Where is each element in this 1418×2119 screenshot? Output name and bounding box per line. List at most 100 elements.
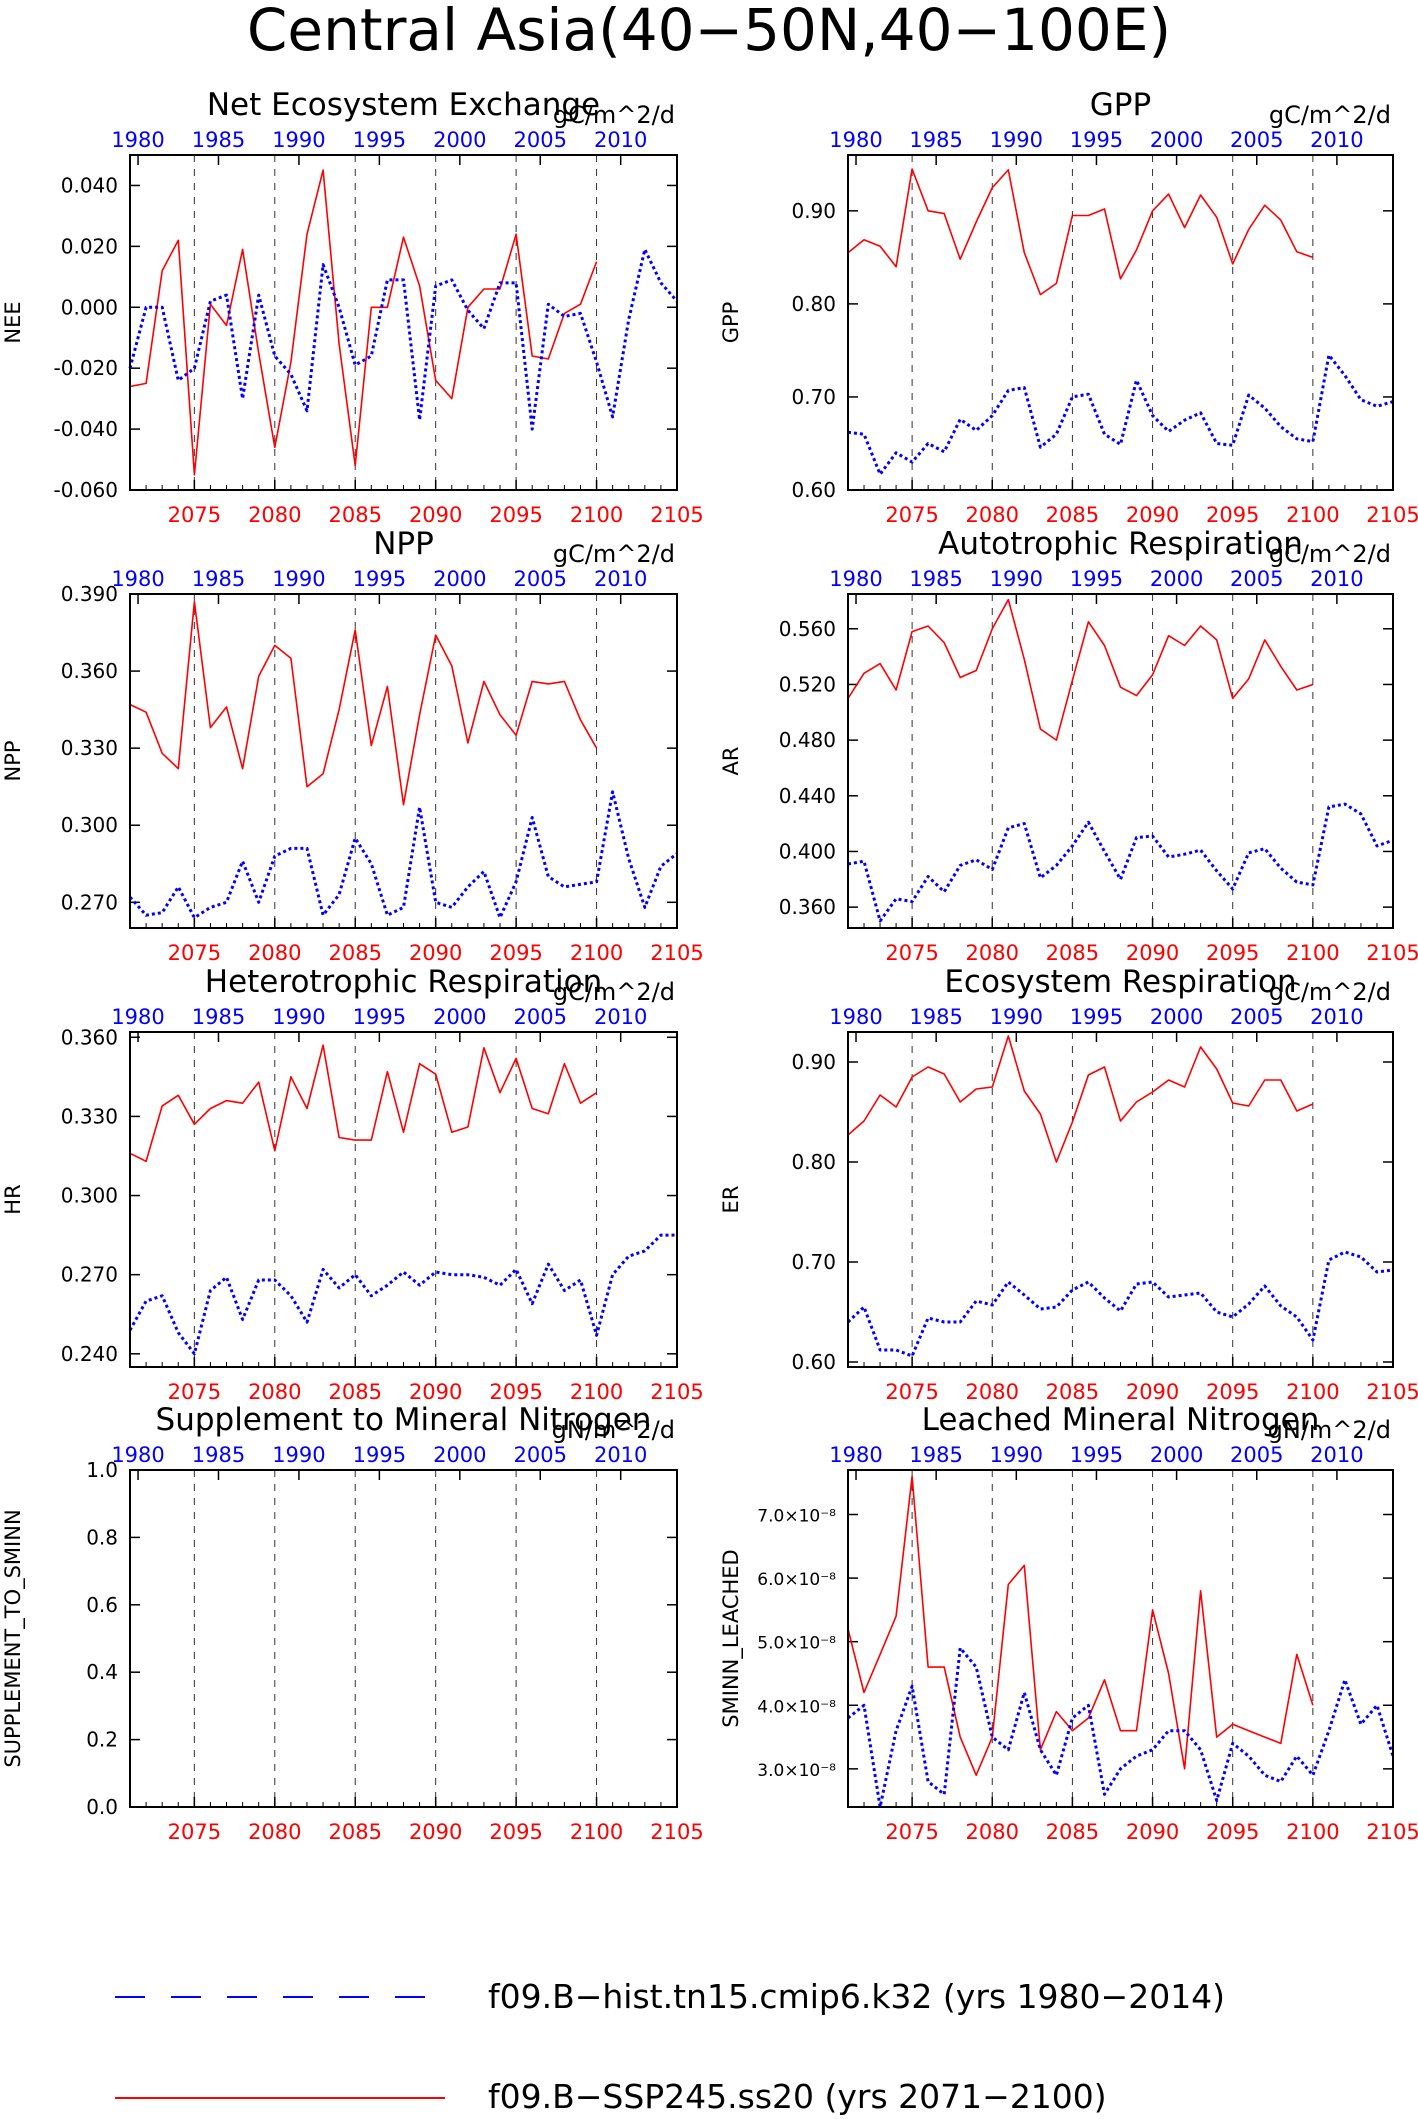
y-axis-label: HR <box>1 1184 25 1214</box>
y-tick-label: 0.480 <box>779 728 836 752</box>
x-tick-label: 2095 <box>1206 1380 1259 1404</box>
x-top-tick-label: 1995 <box>353 1443 406 1467</box>
y-tick-label: 0.90 <box>791 199 836 223</box>
plot-frame <box>129 1469 678 1808</box>
x-tick-label: 2095 <box>489 1820 542 1844</box>
x-tick-label: 2095 <box>489 1380 542 1404</box>
x-top-tick-label: 1995 <box>1070 567 1123 591</box>
x-top-tick-label: 1990 <box>990 128 1043 152</box>
x-tick-label: 2105 <box>650 941 703 965</box>
x-top-tick-label: 2005 <box>514 1443 567 1467</box>
x-tick-label: 2075 <box>168 1820 221 1844</box>
x-top-tick-label: 1980 <box>829 1005 882 1029</box>
y-tick-label: 0.520 <box>779 672 836 696</box>
units-label: gC/m^2/d <box>1269 101 1391 129</box>
x-tick-label: 2075 <box>885 941 938 965</box>
y-tick-label: 0.330 <box>61 736 118 760</box>
x-tick-label: 2080 <box>966 503 1019 527</box>
x-tick-label: 2075 <box>168 503 221 527</box>
x-top-tick-label: 1985 <box>192 128 245 152</box>
x-top-tick-label: 1995 <box>1070 128 1123 152</box>
x-top-tick-label: 2000 <box>433 567 486 591</box>
x-top-tick-label: 1990 <box>272 128 325 152</box>
y-tick-label: -0.020 <box>54 356 118 380</box>
x-top-tick-label: 2010 <box>1310 1005 1363 1029</box>
x-top-tick-label: 2005 <box>1230 1443 1283 1467</box>
x-top-tick-label: 2000 <box>1150 567 1203 591</box>
series-hist-line <box>128 790 678 920</box>
x-tick-label: 2105 <box>650 503 703 527</box>
y-axis-label: AR <box>719 747 743 776</box>
y-tick-label: 0.70 <box>791 385 836 409</box>
x-top-tick-label: 1985 <box>909 1443 962 1467</box>
plot-frame <box>847 593 1394 929</box>
y-tick-label: 3.0×10⁻⁸ <box>757 1761 836 1781</box>
x-tick-label: 2100 <box>570 1820 623 1844</box>
x-top-tick-label: 2000 <box>1150 128 1203 152</box>
plot-frame <box>129 154 678 491</box>
series-ssp-line <box>129 1044 598 1163</box>
x-tick-label: 2080 <box>966 941 1019 965</box>
chart-title: Ecosystem Respiration <box>944 964 1296 1000</box>
x-tick-label: 2100 <box>1286 941 1339 965</box>
y-tick-label: 0.560 <box>779 617 836 641</box>
x-tick-label: 2085 <box>1046 503 1099 527</box>
y-tick-label: 0.330 <box>61 1104 118 1128</box>
y-tick-label: 0.360 <box>779 895 836 919</box>
plot-frame <box>847 154 1394 491</box>
x-tick-label: 2095 <box>1206 1820 1259 1844</box>
x-tick-label: 2100 <box>1286 1820 1339 1844</box>
y-tick-label: 0.440 <box>779 784 836 808</box>
page-title: Central Asia(40−50N,40−100E) <box>247 0 1171 64</box>
x-top-tick-label: 1995 <box>1070 1443 1123 1467</box>
x-top-tick-label: 1990 <box>272 567 325 591</box>
x-top-tick-label: 1990 <box>990 1005 1043 1029</box>
plot-frame <box>129 593 678 929</box>
y-tick-label: 0.60 <box>791 1350 836 1374</box>
chart-panel: Supplement to Mineral NitrogengN/m^2/d20… <box>1 1402 704 1844</box>
y-tick-label: 5.0×10⁻⁸ <box>757 1634 836 1654</box>
x-top-tick-label: 2005 <box>514 1005 567 1029</box>
x-top-tick-label: 1980 <box>829 128 882 152</box>
series-hist-line <box>847 353 1394 476</box>
y-tick-label: 0.360 <box>61 659 118 683</box>
x-tick-label: 2080 <box>248 1380 301 1404</box>
x-top-tick-label: 1980 <box>111 128 164 152</box>
y-tick-label: 0.60 <box>791 478 836 502</box>
x-tick-label: 2080 <box>966 1380 1019 1404</box>
x-tick-label: 2085 <box>329 941 382 965</box>
x-tick-label: 2100 <box>570 941 623 965</box>
x-tick-label: 2100 <box>1286 1380 1339 1404</box>
series-ssp-line <box>847 1035 1314 1163</box>
x-tick-label: 2085 <box>329 1380 382 1404</box>
x-tick-label: 2105 <box>1366 1380 1418 1404</box>
x-top-tick-label: 2000 <box>433 128 486 152</box>
x-tick-label: 2090 <box>1126 941 1179 965</box>
x-top-tick-label: 2005 <box>514 567 567 591</box>
x-tick-label: 2090 <box>409 941 462 965</box>
x-tick-label: 2105 <box>1366 503 1418 527</box>
x-tick-label: 2085 <box>1046 941 1099 965</box>
legend: f09.B−hist.tn15.cmip6.k32 (yrs 1980−2014… <box>115 1977 1225 2116</box>
y-tick-label: 0.400 <box>779 839 836 863</box>
x-tick-label: 2085 <box>1046 1820 1099 1844</box>
x-top-tick-label: 2000 <box>433 1443 486 1467</box>
x-top-tick-label: 2000 <box>433 1005 486 1029</box>
series-hist-line <box>128 1233 677 1356</box>
x-top-tick-label: 2005 <box>514 128 567 152</box>
x-top-tick-label: 1985 <box>909 1005 962 1029</box>
y-tick-label: 7.0×10⁻⁸ <box>757 1507 836 1527</box>
x-top-tick-label: 2010 <box>594 1443 647 1467</box>
x-top-tick-label: 1995 <box>353 567 406 591</box>
y-tick-label: 0.70 <box>791 1250 836 1274</box>
x-tick-label: 2100 <box>1286 503 1339 527</box>
x-top-tick-label: 2000 <box>1150 1005 1203 1029</box>
series-hist-line <box>128 247 679 431</box>
y-axis-label: NEE <box>1 301 25 343</box>
y-axis-label: GPP <box>719 302 743 344</box>
